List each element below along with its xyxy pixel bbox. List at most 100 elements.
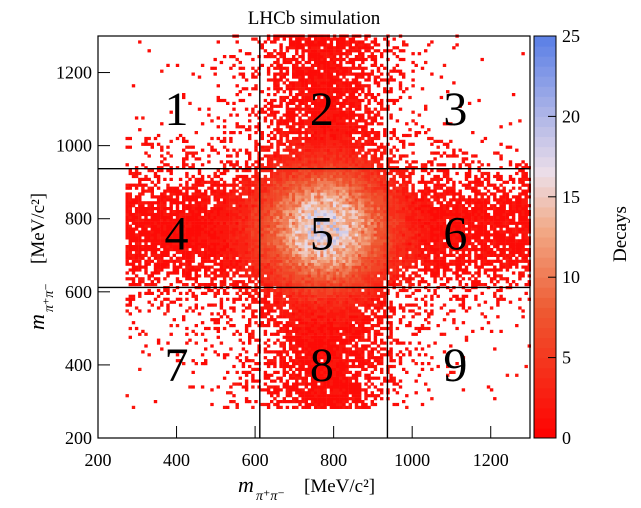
heatmap-cell: [169, 207, 173, 211]
heatmap-cell: [326, 95, 330, 100]
heatmap-cell: [185, 245, 189, 249]
heatmap-cell: [292, 376, 296, 380]
heatmap-cell: [204, 230, 208, 234]
heatmap-cell: [339, 312, 343, 316]
heatmap-cell: [301, 212, 305, 217]
heatmap-cell: [323, 133, 327, 138]
heatmap-cell: [310, 233, 315, 237]
heatmap-cell: [304, 136, 308, 141]
heatmap-cell: [304, 192, 308, 196]
heatmap-cell: [301, 72, 305, 76]
heatmap-cell: [254, 367, 258, 371]
heatmap-cell: [219, 250, 224, 255]
heatmap-cell: [307, 154, 312, 158]
heatmap-cell: [279, 174, 283, 179]
heatmap-cell: [307, 347, 312, 351]
heatmap-cell: [332, 274, 337, 278]
heatmap-cell: [323, 297, 327, 301]
heatmap-cell: [310, 113, 315, 117]
heatmap-cell: [248, 294, 252, 298]
heatmap-cell: [263, 195, 268, 199]
heatmap-cell: [125, 227, 129, 231]
heatmap-cell: [298, 315, 302, 319]
heatmap-cell: [348, 157, 352, 161]
heatmap-cell: [320, 98, 324, 103]
heatmap-cell: [301, 332, 305, 336]
heatmap-cell: [216, 151, 220, 155]
heatmap-cell: [204, 265, 208, 269]
heatmap-cell: [295, 157, 299, 161]
heatmap-cell: [279, 201, 283, 205]
heatmap-cell: [222, 245, 227, 249]
heatmap-cell: [329, 37, 334, 41]
heatmap-cell: [336, 128, 340, 132]
heatmap-cell: [339, 160, 343, 164]
heatmap-cell: [235, 382, 239, 386]
heatmap-cell: [156, 265, 161, 269]
heatmap-cell: [295, 329, 299, 333]
heatmap-cell: [323, 163, 327, 167]
heatmap-cell: [244, 382, 249, 386]
heatmap-cell: [276, 81, 280, 85]
heatmap-cell: [182, 163, 186, 167]
heatmap-cell: [273, 362, 277, 366]
heatmap-cell: [282, 169, 286, 173]
heatmap-cell: [147, 204, 151, 208]
heatmap-cell: [285, 326, 290, 331]
heatmap-cell: [144, 139, 148, 143]
heatmap-cell: [270, 230, 274, 234]
heatmap-cell: [317, 113, 321, 117]
heatmap-cell: [248, 210, 252, 214]
heatmap-cell: [285, 239, 290, 243]
heatmap-cell: [345, 52, 349, 56]
heatmap-cell: [156, 142, 161, 146]
heatmap-cell: [332, 55, 337, 59]
heatmap-cell: [144, 221, 148, 225]
heatmap-cell: [263, 183, 268, 187]
heatmap-cell: [166, 265, 170, 269]
heatmap-cell: [320, 148, 324, 152]
heatmap-cell: [323, 250, 327, 255]
heatmap-cell: [285, 125, 290, 129]
heatmap-cell: [266, 198, 271, 202]
heatmap-cell: [345, 362, 349, 366]
heatmap-cell: [241, 218, 246, 222]
heatmap-cell: [285, 271, 290, 275]
heatmap-cell: [285, 400, 290, 404]
heatmap-cell: [329, 174, 334, 179]
heatmap-cell: [141, 163, 145, 167]
heatmap-cell: [301, 382, 305, 386]
heatmap-cell: [238, 382, 242, 386]
heatmap-cell: [229, 163, 233, 167]
heatmap-cell: [197, 268, 202, 272]
heatmap-cell: [304, 95, 308, 100]
heatmap-cell: [182, 93, 186, 97]
heatmap-cell: [251, 373, 255, 377]
heatmap-cell: [156, 221, 161, 225]
heatmap-cell: [276, 119, 280, 123]
heatmap-cell: [298, 136, 302, 141]
heatmap-cell: [213, 72, 217, 76]
heatmap-cell: [138, 204, 142, 208]
heatmap-cell: [326, 55, 330, 59]
heatmap-cell: [323, 248, 327, 252]
heatmap-cell: [310, 379, 315, 383]
heatmap-cell: [226, 224, 230, 228]
heatmap-cell: [150, 207, 154, 211]
heatmap-cell: [226, 207, 230, 211]
heatmap-cell: [172, 189, 176, 193]
heatmap-cell: [216, 195, 220, 199]
heatmap-cell: [285, 207, 290, 211]
heatmap-cell: [226, 195, 230, 199]
heatmap-cell: [160, 268, 164, 272]
heatmap-cell: [131, 268, 136, 272]
heatmap-cell: [310, 81, 315, 85]
heatmap-cell: [282, 324, 286, 328]
heatmap-cell: [332, 122, 337, 126]
heatmap-cell: [254, 171, 258, 176]
heatmap-cell: [288, 119, 293, 123]
heatmap-cell: [307, 233, 312, 237]
heatmap-cell: [295, 180, 299, 184]
heatmap-cell: [298, 55, 302, 59]
heatmap-cell: [326, 356, 330, 360]
